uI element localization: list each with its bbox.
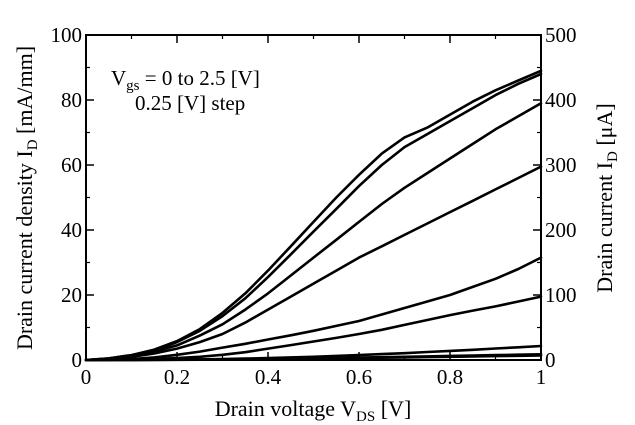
- y-right-tick-label: 200: [545, 218, 577, 242]
- series-line-5: [84, 165, 543, 362]
- y-left-tick-label: 100: [51, 23, 83, 47]
- series-line-6: [84, 102, 543, 362]
- series-line-8: [84, 69, 543, 362]
- x-tick-label: 0.8: [437, 365, 463, 389]
- y-left-tick-label: 40: [61, 218, 82, 242]
- series-line-3: [84, 295, 543, 362]
- y-left-tick-label: 0: [72, 348, 83, 372]
- y-left-tick-label: 20: [61, 283, 82, 307]
- y-axis-right-title: Drain current ID [μA]: [592, 103, 621, 292]
- series-line-4: [84, 256, 543, 362]
- x-tick-label: 0.2: [164, 365, 190, 389]
- y-right-tick-label: 400: [545, 88, 577, 112]
- annotation-line-1: Vgs = 0 to 2.5 [V]: [111, 66, 260, 94]
- y-right-tick-label: 500: [545, 23, 577, 47]
- curves: [84, 69, 543, 362]
- y-right-tick-label: 100: [545, 283, 577, 307]
- x-tick-label: 0.6: [346, 365, 372, 389]
- x-tick-label: 0: [81, 365, 92, 389]
- y-right-tick-label: 300: [545, 153, 577, 177]
- y-left-tick-label: 80: [61, 88, 82, 112]
- x-axis-title: Drain voltage VDS [V]: [215, 396, 412, 425]
- y-left-tick-label: 60: [61, 153, 82, 177]
- y-right-tick-label: 0: [545, 348, 556, 372]
- x-tick-label: 1: [536, 365, 547, 389]
- annotation-line-2: 0.25 [V] step: [135, 91, 245, 115]
- ticks: 0 0.2 0.4 0.6 0.8 102040608010001002003004005…: [51, 23, 577, 389]
- x-tick-label: 0.4: [255, 365, 282, 389]
- y-axis-left-title: Drain current density ID [mA/mm]: [12, 46, 41, 350]
- series-line-7: [84, 72, 543, 362]
